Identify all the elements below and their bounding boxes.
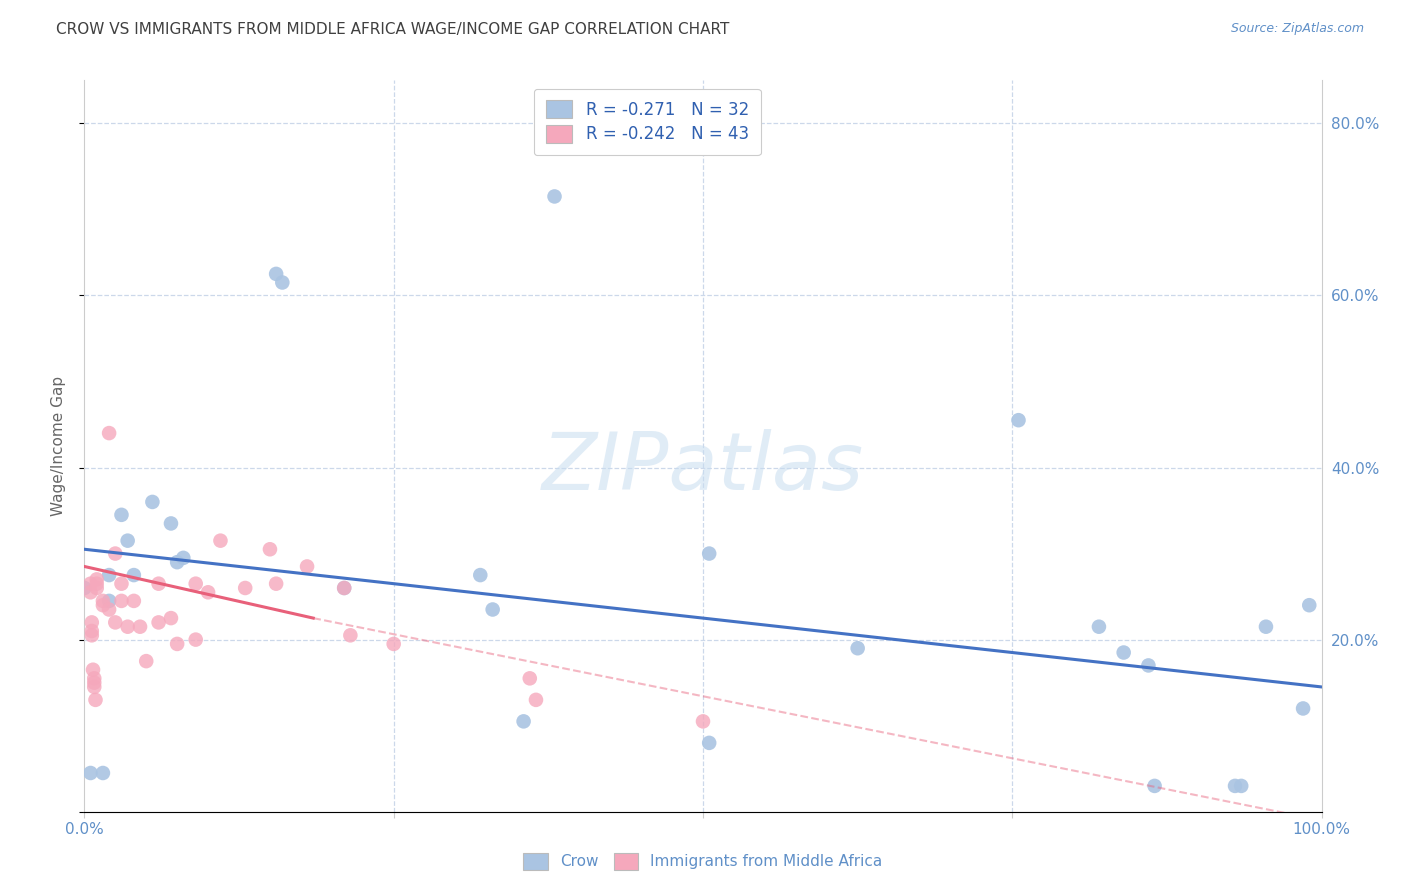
Point: [1137, 658, 1160, 673]
Point: [184, 576, 207, 591]
Point: [79, 576, 101, 591]
Point: [209, 533, 232, 548]
Point: [83, 675, 105, 690]
Point: [160, 516, 183, 531]
Point: [83, 680, 105, 694]
Point: [1007, 413, 1029, 427]
Point: [122, 594, 145, 608]
Point: [333, 581, 356, 595]
Point: [117, 533, 139, 548]
Text: ZIPatlas: ZIPatlas: [541, 429, 865, 507]
Point: [117, 620, 139, 634]
Point: [519, 671, 541, 685]
Point: [1254, 620, 1277, 634]
Point: [382, 637, 405, 651]
Point: [264, 576, 287, 591]
Point: [98, 594, 121, 608]
Text: Source: ZipAtlas.com: Source: ZipAtlas.com: [1230, 22, 1364, 36]
Point: [98, 426, 121, 441]
Point: [333, 581, 356, 595]
Point: [104, 547, 127, 561]
Point: [86, 576, 108, 591]
Text: CROW VS IMMIGRANTS FROM MIDDLE AFRICA WAGE/INCOME GAP CORRELATION CHART: CROW VS IMMIGRANTS FROM MIDDLE AFRICA WA…: [56, 22, 730, 37]
Point: [1112, 646, 1135, 660]
Point: [166, 637, 188, 651]
Point: [82, 663, 104, 677]
Point: [1230, 779, 1253, 793]
Point: [91, 598, 114, 612]
Point: [122, 568, 145, 582]
Point: [110, 594, 132, 608]
Point: [83, 671, 105, 685]
Point: [172, 550, 194, 565]
Point: [129, 620, 152, 634]
Legend: Crow, Immigrants from Middle Africa: Crow, Immigrants from Middle Africa: [516, 846, 890, 877]
Point: [295, 559, 318, 574]
Point: [470, 568, 492, 582]
Point: [104, 615, 127, 630]
Point: [512, 714, 534, 729]
Point: [166, 555, 188, 569]
Point: [692, 714, 714, 729]
Point: [697, 736, 720, 750]
Point: [259, 542, 281, 557]
Point: [84, 693, 107, 707]
Point: [80, 628, 103, 642]
Point: [148, 615, 170, 630]
Point: [98, 568, 121, 582]
Point: [271, 276, 294, 290]
Point: [197, 585, 219, 599]
Point: [481, 602, 503, 616]
Point: [141, 495, 163, 509]
Point: [1088, 620, 1111, 634]
Point: [79, 585, 101, 599]
Point: [1298, 598, 1320, 612]
Point: [148, 576, 170, 591]
Point: [91, 766, 114, 780]
Point: [339, 628, 361, 642]
Point: [697, 547, 720, 561]
Point: [86, 581, 108, 595]
Point: [86, 573, 108, 587]
Point: [135, 654, 157, 668]
Point: [233, 581, 256, 595]
Point: [160, 611, 183, 625]
Point: [98, 602, 121, 616]
Point: [1292, 701, 1315, 715]
Point: [1143, 779, 1166, 793]
Point: [91, 594, 114, 608]
Point: [110, 508, 132, 522]
Point: [846, 641, 869, 656]
Point: [73, 581, 96, 595]
Point: [79, 766, 101, 780]
Point: [543, 189, 565, 203]
Point: [524, 693, 547, 707]
Point: [1223, 779, 1246, 793]
Point: [80, 624, 103, 638]
Point: [110, 576, 132, 591]
Y-axis label: Wage/Income Gap: Wage/Income Gap: [51, 376, 66, 516]
Point: [264, 267, 287, 281]
Point: [80, 615, 103, 630]
Point: [184, 632, 207, 647]
